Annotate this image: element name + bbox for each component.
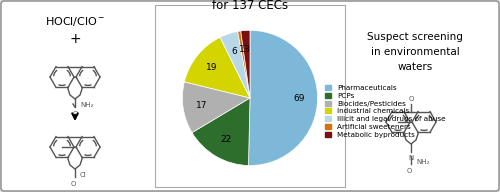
Text: O: O [72,111,78,117]
Text: 17: 17 [196,101,207,110]
Text: O: O [408,96,414,102]
Text: NH₂: NH₂ [80,102,94,108]
Text: +: + [69,32,81,46]
Text: 19: 19 [206,63,218,72]
Text: 22: 22 [220,136,231,144]
Wedge shape [220,31,250,98]
Wedge shape [238,31,250,98]
Wedge shape [192,98,250,166]
Text: HOCl/ClO$^-$: HOCl/ClO$^-$ [44,16,106,28]
Text: N: N [408,155,414,161]
Text: O: O [70,181,76,187]
Text: 69: 69 [293,94,304,103]
Text: waters: waters [398,62,432,72]
Title: Database with DBPs
for 137 CECs: Database with DBPs for 137 CECs [190,0,310,12]
Text: O: O [406,168,412,174]
Wedge shape [240,30,250,98]
Text: Cl: Cl [80,172,87,178]
Text: 1: 1 [240,45,245,54]
Wedge shape [182,82,250,133]
Text: in environmental: in environmental [370,47,460,57]
Wedge shape [184,37,250,98]
Text: 3: 3 [244,45,250,54]
Text: Suspect screening: Suspect screening [367,32,463,42]
FancyBboxPatch shape [155,5,345,187]
Text: NH₂: NH₂ [416,159,430,165]
Legend: Pharmaceuticals, PCPs, Biocides/Pesticides, Industrial chemicals, Illicit and le: Pharmaceuticals, PCPs, Biocides/Pesticid… [324,85,446,138]
Text: 6: 6 [232,47,237,56]
Wedge shape [248,30,318,166]
